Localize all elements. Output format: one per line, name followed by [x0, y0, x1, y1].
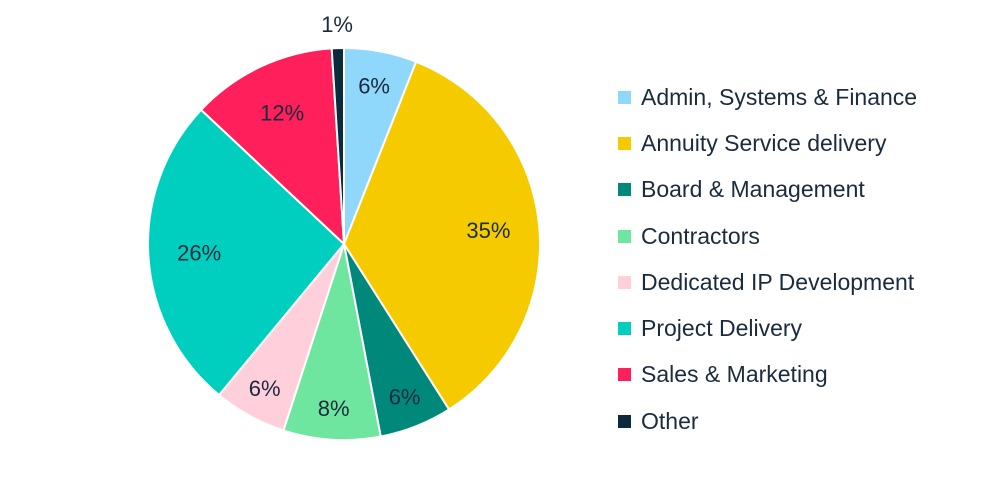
legend-item-admin-systems-and-finance: Admin, Systems & Finance — [618, 74, 988, 120]
legend-label: Annuity Service delivery — [641, 129, 887, 156]
legend-item-project-delivery: Project Delivery — [618, 305, 988, 351]
legend-swatch — [618, 183, 631, 197]
data-label-project-delivery: 26% — [177, 241, 221, 266]
slice-annuity-service-delivery — [342, 60, 542, 411]
legend-label: Sales & Marketing — [641, 361, 828, 388]
legend-label: Contractors — [641, 222, 760, 249]
legend-item-contractors: Contractors — [618, 213, 988, 259]
legend-swatch — [618, 275, 631, 289]
legend-label: Dedicated IP Development — [641, 268, 915, 295]
legend-swatch — [618, 229, 631, 243]
pie-data-labels: 6% 35% 6% 8% 6% 26% 12% 1% — [177, 12, 510, 421]
slice-contractors — [282, 243, 382, 441]
legend-item-sales-and-marketing: Sales & Marketing — [618, 352, 988, 398]
data-label-dedicated-ip-development: 6% — [249, 376, 281, 401]
data-label-contractors: 8% — [318, 396, 350, 421]
legend: Admin, Systems & Finance Annuity Service … — [618, 74, 988, 444]
legend-swatch — [618, 322, 631, 336]
slice-other — [330, 46, 345, 245]
data-label-other: 1% — [321, 12, 353, 37]
pie-slices — [146, 46, 542, 441]
data-label-sales-and-marketing: 12% — [260, 100, 304, 125]
legend-item-other: Other — [618, 398, 988, 444]
data-label-board-and-management: 6% — [389, 385, 421, 410]
legend-swatch — [618, 90, 631, 104]
data-label-annuity-service-delivery: 35% — [466, 218, 510, 243]
legend-label: Board & Management — [641, 176, 865, 203]
legend-label: Other — [641, 407, 699, 434]
legend-swatch — [618, 368, 631, 382]
legend-label: Admin, Systems & Finance — [641, 83, 918, 110]
legend-swatch — [618, 414, 631, 428]
legend-item-annuity-service-delivery: Annuity Service delivery — [618, 120, 988, 166]
legend-label: Project Delivery — [641, 315, 803, 342]
slice-project-delivery — [146, 108, 346, 397]
slice-sales-and-marketing — [199, 47, 346, 247]
legend-item-board-and-management: Board & Management — [618, 167, 988, 213]
legend-item-dedicated-ip-development: Dedicated IP Development — [618, 259, 988, 305]
legend-swatch — [618, 136, 631, 150]
data-label-admin-systems-and-finance: 6% — [358, 74, 390, 99]
